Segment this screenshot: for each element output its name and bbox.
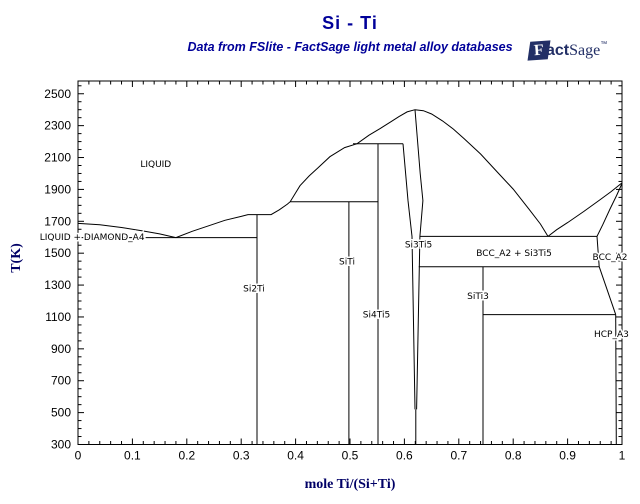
trademark-symbol: ™ bbox=[600, 41, 608, 48]
phase-label-siti: SiTi bbox=[339, 257, 355, 267]
y-tick-label: 900 bbox=[51, 342, 71, 356]
curve-hcp-line bbox=[615, 314, 617, 445]
x-tick-label: 0.6 bbox=[396, 449, 413, 463]
phase-label-si4ti5: Si4Ti5 bbox=[363, 311, 390, 321]
y-tick-label: 1700 bbox=[44, 214, 71, 228]
y-tick-label: 1500 bbox=[44, 246, 71, 260]
y-tick-label: 1900 bbox=[44, 182, 71, 196]
page-title: Si - Ti bbox=[322, 13, 378, 33]
x-tick-label: 0.5 bbox=[342, 449, 359, 463]
phase-label-siti3: SiTi3 bbox=[467, 292, 489, 302]
y-tick-label: 300 bbox=[51, 438, 71, 452]
phase-label-hcp-a3: HCP_A3 bbox=[594, 330, 629, 340]
phase-label-si3ti5: Si3Ti5 bbox=[405, 241, 432, 251]
phase-label-liquid: LIQUID bbox=[140, 160, 171, 170]
y-tick-label: 700 bbox=[51, 374, 71, 388]
y-tick-label: 1300 bbox=[44, 278, 71, 292]
chart-subtitle: Data from FSlite - FactSage light metal … bbox=[187, 40, 513, 54]
x-tick-label: 0.9 bbox=[559, 449, 576, 463]
curve-bcc-hcp-transus bbox=[598, 266, 617, 315]
x-tick-label: 1 bbox=[619, 449, 626, 463]
y-tick-label: 1100 bbox=[45, 310, 71, 324]
phase-label-si2ti: Si2Ti bbox=[243, 285, 265, 295]
x-tick-label: 0.4 bbox=[287, 449, 304, 463]
x-tick-label: 0.8 bbox=[505, 449, 522, 463]
curve-liquidus-dome-right bbox=[414, 109, 549, 237]
logo-act-text: act bbox=[546, 42, 570, 59]
curve-si3ti5-right-boundary bbox=[414, 109, 424, 410]
x-tick-label: 0.3 bbox=[233, 449, 250, 463]
y-axis-label: T(K) bbox=[9, 243, 24, 273]
x-axis-label: mole Ti/(Si+Ti) bbox=[304, 477, 396, 492]
phase-label-bcc-a2-si3ti5: BCC_A2 + Si3Ti5 bbox=[476, 249, 552, 259]
x-tick-label: 0.2 bbox=[178, 449, 195, 463]
y-tick-label: 2300 bbox=[44, 119, 71, 133]
curve-liquidus-si2ti-dome-left bbox=[175, 109, 416, 239]
x-tick-label: 0.7 bbox=[450, 449, 467, 463]
curve-liquidus-ti bbox=[547, 182, 623, 237]
curve-si3ti5-left-boundary bbox=[402, 143, 416, 410]
curve-solidus-bcc bbox=[596, 183, 623, 237]
x-tick-label: 0 bbox=[75, 449, 82, 463]
y-tick-label: 2100 bbox=[44, 151, 71, 165]
x-tick-label: 0.1 bbox=[124, 449, 141, 463]
curve-bcc-solvus bbox=[596, 236, 600, 267]
curve-liquidus-si bbox=[77, 222, 177, 239]
phase-label-liquid-diamond-a4: LIQUID + DIAMOND_A4 bbox=[40, 233, 145, 243]
y-tick-label: 500 bbox=[51, 406, 71, 420]
y-tick-label: 2500 bbox=[44, 87, 71, 101]
phase-label-bcc-a2: BCC_A2 bbox=[593, 253, 628, 263]
logo-sage-text: Sage bbox=[569, 42, 601, 59]
